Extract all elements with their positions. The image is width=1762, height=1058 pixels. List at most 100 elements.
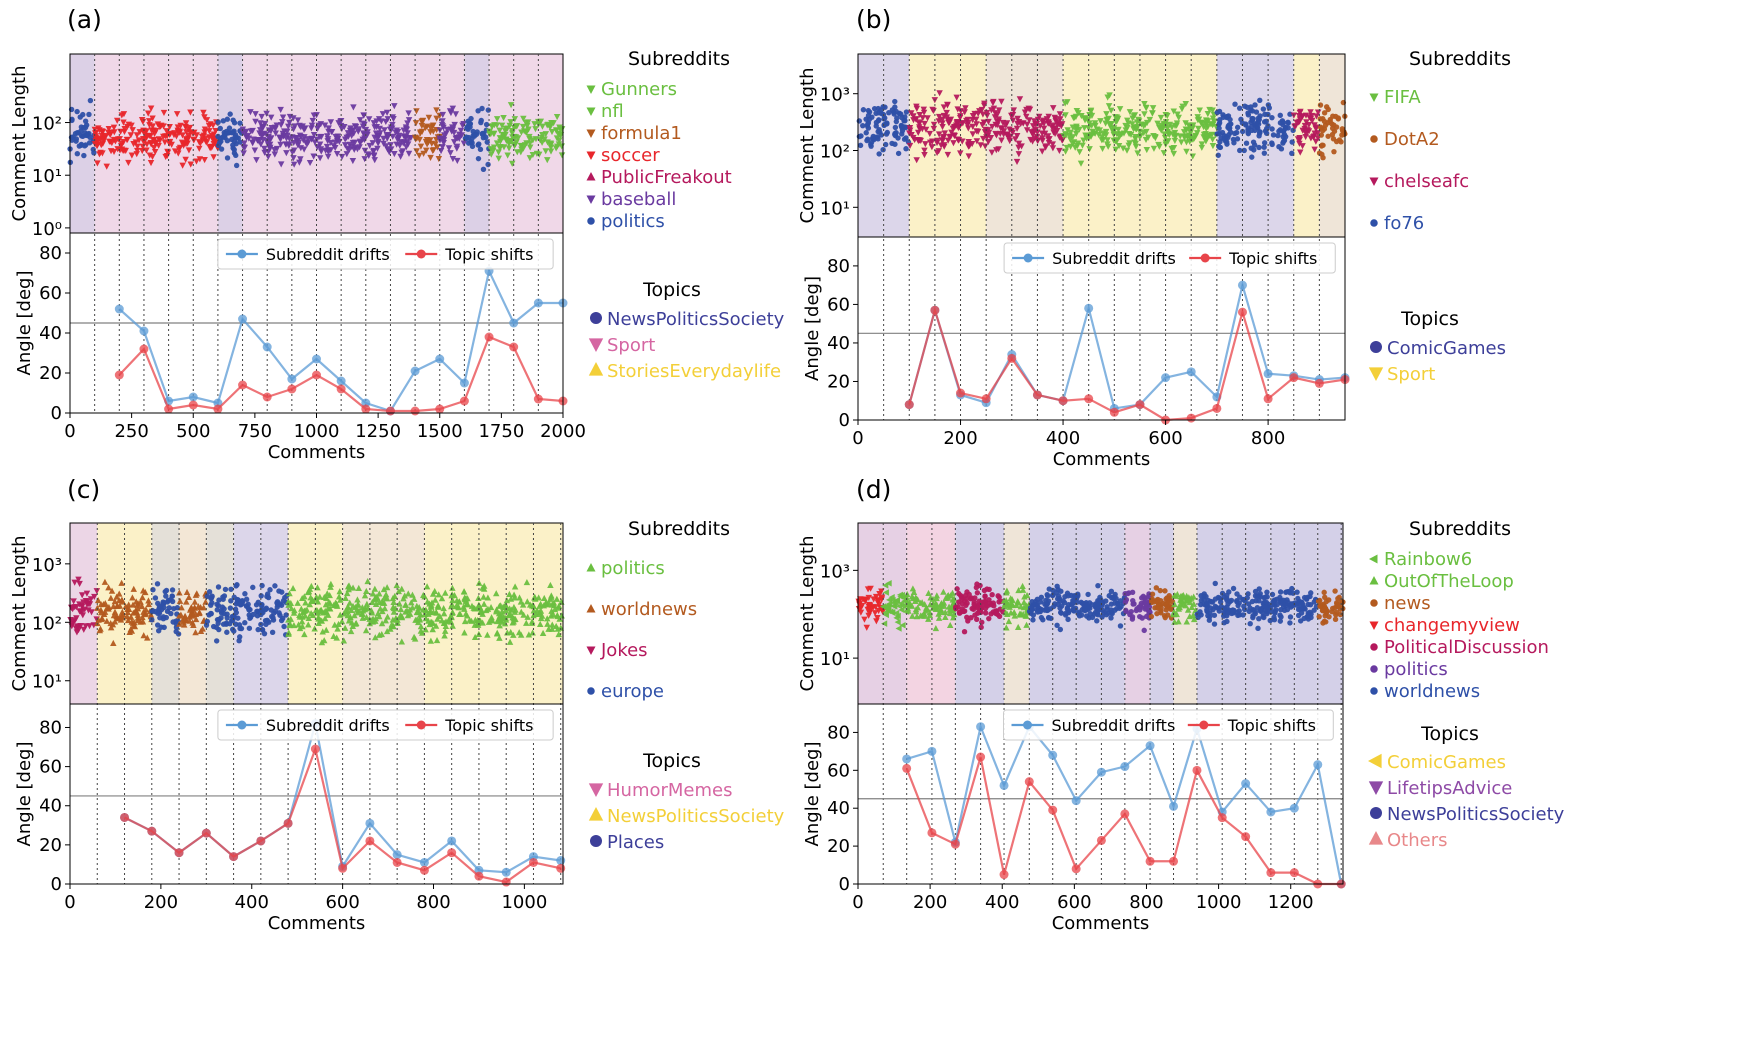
comment-point <box>446 108 454 115</box>
panel-label: (c) <box>67 475 100 504</box>
x-tick-label: 600 <box>1057 892 1091 913</box>
comment-point <box>371 157 378 164</box>
comment-point <box>289 585 297 592</box>
comment-point <box>163 593 169 599</box>
y-tick-label: 10¹ <box>32 166 62 187</box>
comment-point <box>971 601 977 608</box>
comment-point <box>405 117 413 124</box>
comment-point <box>1056 147 1063 154</box>
comment-point <box>390 598 397 605</box>
comment-point <box>1116 106 1124 113</box>
comment-point <box>290 155 297 162</box>
comment-point <box>1200 123 1207 131</box>
comment-point <box>444 126 451 133</box>
comment-point <box>903 594 911 601</box>
comment-point <box>351 612 358 619</box>
topic-point <box>1032 390 1042 400</box>
comment-point <box>254 608 260 615</box>
comment-point <box>1325 106 1331 113</box>
comment-point <box>471 621 479 628</box>
comment-point <box>80 626 88 633</box>
comment-point <box>80 111 86 118</box>
topics-legend: TopicsHumorMemesNewsPoliticsSocietyPlace… <box>588 750 785 853</box>
comment-point <box>1082 601 1088 607</box>
comment-point <box>1069 600 1075 607</box>
comment-point <box>1099 145 1106 153</box>
series-legend-box <box>1003 242 1336 274</box>
comment-point <box>997 125 1004 132</box>
comment-point <box>1209 122 1216 129</box>
comment-point <box>483 121 490 128</box>
comment-point <box>524 598 531 605</box>
comment-point <box>1291 123 1298 130</box>
comment-point <box>151 148 159 156</box>
comment-point <box>1220 114 1227 120</box>
topic-legend-label: NewsPoliticsSociety <box>1387 804 1565 825</box>
comment-point <box>310 153 317 160</box>
comment-point <box>423 583 431 590</box>
comment-point <box>1049 141 1056 148</box>
x-tick-label: 750 <box>238 421 272 442</box>
comment-point <box>348 143 356 151</box>
comment-point <box>1280 597 1287 603</box>
comment-point <box>296 122 303 129</box>
comment-point <box>272 125 279 133</box>
comment-point <box>453 145 461 152</box>
comment-point <box>375 116 383 123</box>
comment-point <box>1254 604 1261 611</box>
comment-point <box>320 637 328 644</box>
comment-point <box>547 581 554 589</box>
comment-point <box>1209 142 1217 150</box>
comment-point <box>1057 605 1063 611</box>
comment-point <box>217 125 223 132</box>
comment-point <box>1277 112 1283 119</box>
comment-point <box>1262 111 1268 118</box>
y-tick-label: 10¹ <box>820 649 850 670</box>
comment-point <box>416 152 423 159</box>
comment-point <box>1216 125 1222 131</box>
comment-point <box>1158 610 1164 616</box>
topic-point <box>1212 403 1222 413</box>
comment-point <box>996 613 1003 620</box>
comment-point <box>921 147 928 154</box>
comment-point <box>441 632 448 639</box>
comment-point <box>962 105 969 112</box>
comment-point <box>1125 130 1133 138</box>
comment-point <box>139 618 147 625</box>
comment-point <box>210 154 217 161</box>
comment-point <box>250 611 256 618</box>
comment-point <box>1310 134 1317 141</box>
bottom-plot-frame <box>857 703 1344 885</box>
subreddit-legend: SubredditsGunnersnflformula1soccerPublic… <box>586 48 732 232</box>
comment-point <box>548 120 555 127</box>
comment-point <box>1104 137 1111 144</box>
y-tick-label: 0 <box>839 874 850 895</box>
comment-point <box>523 578 531 586</box>
comment-point <box>1155 596 1161 603</box>
x-tick-label: 800 <box>1251 428 1285 449</box>
comment-point <box>1209 136 1216 143</box>
comment-point <box>160 109 168 116</box>
comment-point <box>224 615 230 621</box>
comment-point <box>1171 137 1179 145</box>
comment-point <box>964 122 971 129</box>
comment-point <box>213 638 220 644</box>
comment-point <box>216 597 222 603</box>
comment-point <box>542 131 550 138</box>
y-tick-label: 80 <box>827 256 850 277</box>
comment-point <box>1126 109 1134 116</box>
comment-point <box>942 608 949 616</box>
comment-point <box>1297 108 1304 115</box>
comment-point <box>405 110 412 117</box>
comment-point <box>324 153 332 160</box>
drift-legend-label: Subreddit drifts <box>266 716 390 735</box>
drift-legend-marker <box>237 720 247 730</box>
series-legend: Subreddit drifts Topic shifts <box>1003 242 1336 274</box>
comment-point <box>331 139 339 146</box>
comment-point <box>252 118 259 125</box>
topic-legend-marker <box>1200 253 1210 263</box>
comment-point <box>1212 596 1219 602</box>
comment-point <box>1013 601 1020 609</box>
drift-point <box>312 354 321 364</box>
comment-point <box>174 128 182 135</box>
